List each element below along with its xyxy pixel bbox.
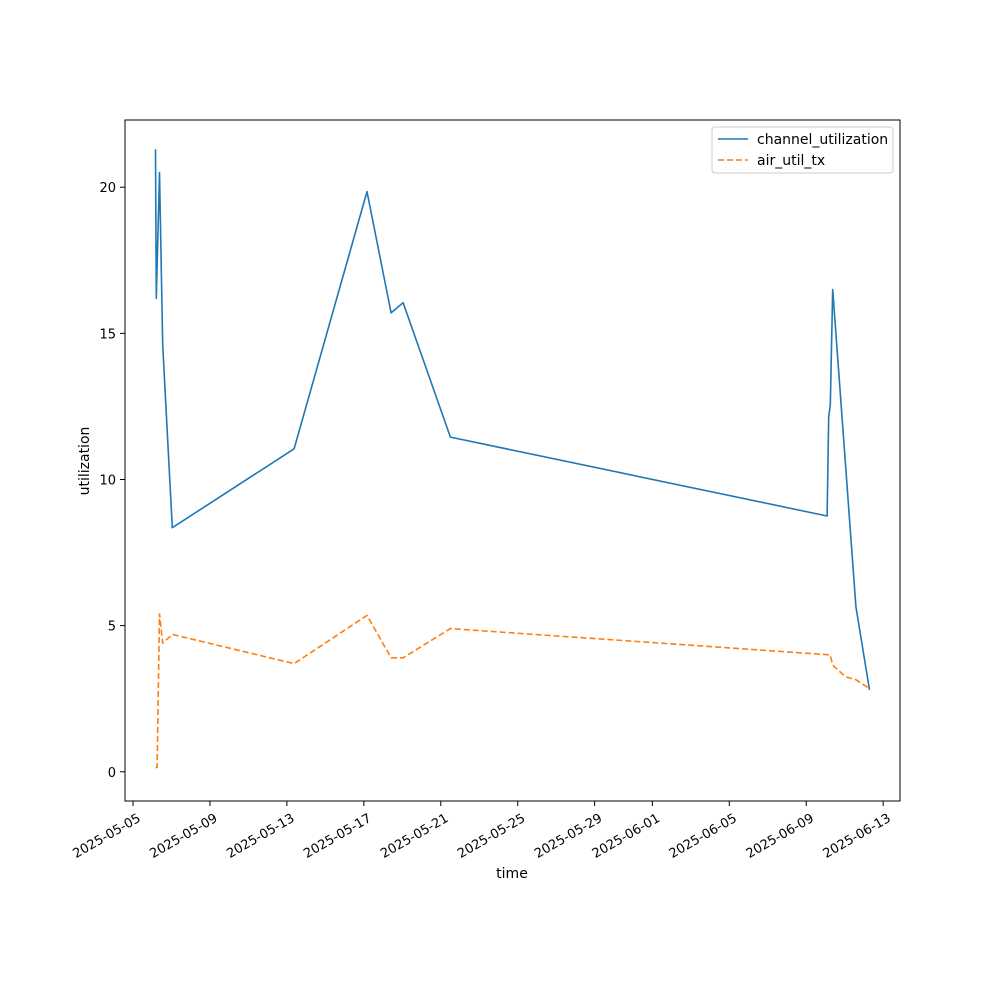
y-tick-label: 0 [108,766,116,781]
y-tick-label: 10 [99,473,116,488]
series-layer [154,149,871,769]
y-tick-label: 20 [99,181,116,196]
legend-label: air_util_tx [757,153,825,169]
y-axis-label: utilization [77,427,93,496]
plot-frame [124,119,901,802]
legend-label: channel_utilization [757,132,888,148]
legend: channel_utilization air_util_tx [711,126,894,174]
y-tick-label: 15 [99,327,116,342]
legend-box [711,126,894,174]
y-tick-label: 5 [108,620,116,635]
series-line-air-util-tx [155,613,870,769]
series-line-channel-utilization [154,149,871,691]
x-axis-label: time [496,866,528,882]
